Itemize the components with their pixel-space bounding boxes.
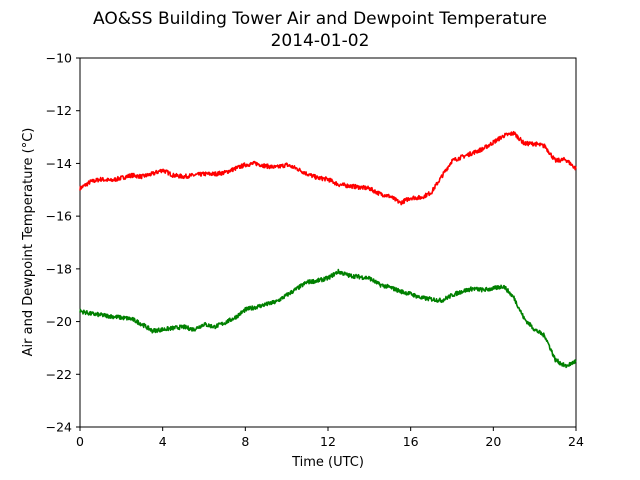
y-axis-label: Air and Dewpoint Temperature (°C) [21, 128, 36, 357]
series-layer [79, 130, 577, 369]
y-tick-label: −12 [46, 103, 72, 118]
x-tick-label: 24 [568, 434, 584, 449]
x-tick-label: 12 [320, 434, 336, 449]
x-tick-label: 8 [241, 434, 249, 449]
plot-frame [79, 57, 577, 428]
y-tick-label: −14 [46, 156, 72, 171]
y-tick-label: −10 [46, 51, 72, 66]
y-tick-label: −22 [46, 367, 72, 382]
plot-area: 0 4 8 12 16 20 24 −24 −22 −20 −18 −16 −14 −12 −10 [46, 51, 584, 450]
dewpoint-temperature-line [79, 268, 577, 369]
x-axis-ticks: 0 4 8 12 16 20 24 [76, 427, 584, 449]
chart-title: AO&SS Building Tower Air and Dewpoint Te… [93, 9, 547, 29]
x-tick-label: 0 [76, 434, 84, 449]
x-tick-label: 20 [485, 434, 501, 449]
y-tick-label: −16 [46, 209, 72, 224]
x-tick-label: 4 [159, 434, 167, 449]
y-axis-ticks: −24 −22 −20 −18 −16 −14 −12 −10 [46, 51, 80, 435]
y-tick-label: −24 [46, 420, 72, 435]
y-tick-label: −18 [46, 261, 72, 276]
air-temperature-line [79, 130, 577, 206]
chart-subtitle: 2014-01-02 [271, 31, 370, 51]
y-tick-label: −20 [46, 314, 72, 329]
x-axis-label: Time (UTC) [291, 455, 364, 470]
x-tick-label: 16 [403, 434, 419, 449]
